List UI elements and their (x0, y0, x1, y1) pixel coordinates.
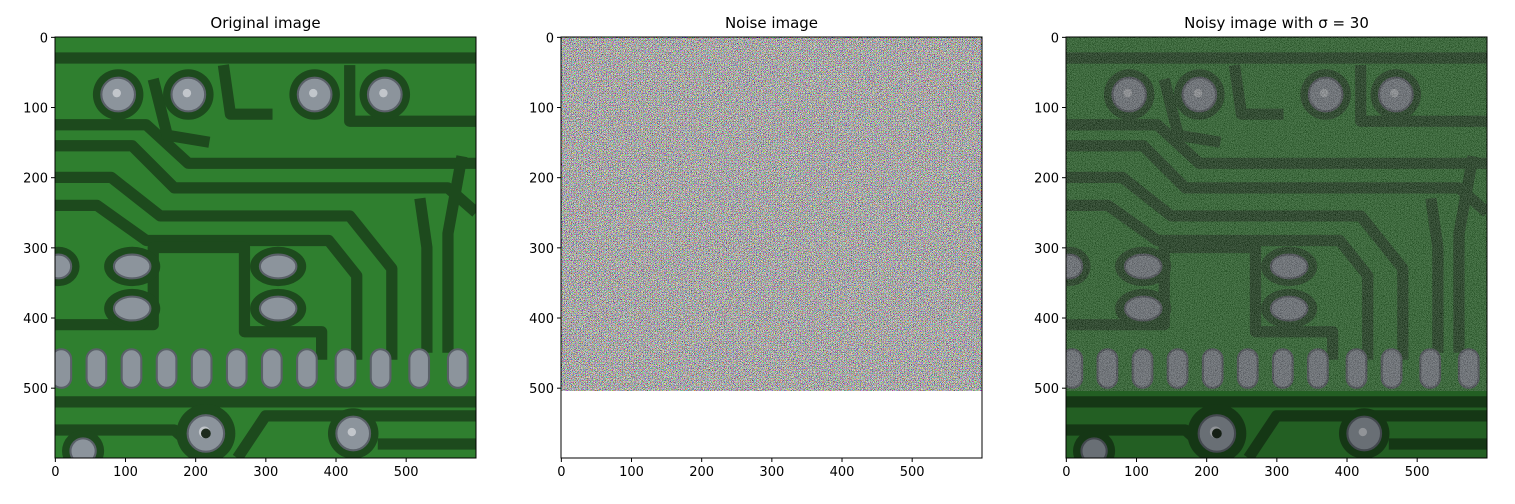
x-tick-label: 200 (689, 465, 714, 480)
y-tick-label: 0 (1051, 31, 1059, 46)
axes-title: Noisy image with σ = 30 (1184, 14, 1369, 32)
y-tick-label: 200 (529, 172, 554, 187)
y-tick-label: 100 (1034, 102, 1059, 117)
image-original (37, 37, 476, 472)
x-tick-label: 0 (1062, 465, 1070, 480)
y-tick-label: 500 (23, 382, 48, 397)
x-tick-label: 500 (1405, 465, 1430, 480)
x-tick-label: 500 (394, 465, 419, 480)
x-tick-label: 200 (1194, 465, 1219, 480)
x-tick-label: 300 (253, 465, 278, 480)
x-tick-label: 100 (113, 465, 138, 480)
y-tick-label: 500 (1034, 382, 1059, 397)
axes-title: Original image (210, 14, 320, 32)
x-tick-label: 300 (759, 465, 784, 480)
y-tick-label: 300 (23, 242, 48, 257)
x-tick-label: 400 (1335, 465, 1360, 480)
y-tick-label: 300 (529, 242, 554, 257)
y-tick-label: 400 (529, 312, 554, 327)
y-tick-label: 500 (529, 382, 554, 397)
x-tick-label: 100 (619, 465, 644, 480)
image-noisy (1066, 37, 1488, 459)
x-tick-label: 400 (324, 465, 349, 480)
y-tick-label: 400 (1034, 312, 1059, 327)
y-tick-label: 400 (23, 312, 48, 327)
y-tick-label: 100 (23, 102, 48, 117)
x-tick-label: 0 (51, 465, 59, 480)
x-tick-label: 0 (557, 465, 565, 480)
y-tick-label: 200 (23, 172, 48, 187)
x-tick-label: 400 (830, 465, 855, 480)
y-tick-label: 100 (529, 102, 554, 117)
y-tick-label: 0 (546, 31, 554, 46)
x-tick-label: 100 (1124, 465, 1149, 480)
x-tick-label: 500 (900, 465, 925, 480)
y-tick-label: 0 (40, 31, 48, 46)
x-tick-label: 200 (183, 465, 208, 480)
y-tick-label: 300 (1034, 242, 1059, 257)
image-noise (561, 37, 983, 459)
y-tick-label: 200 (1034, 172, 1059, 187)
x-tick-label: 300 (1264, 465, 1289, 480)
axes-title: Noise image (725, 14, 818, 32)
